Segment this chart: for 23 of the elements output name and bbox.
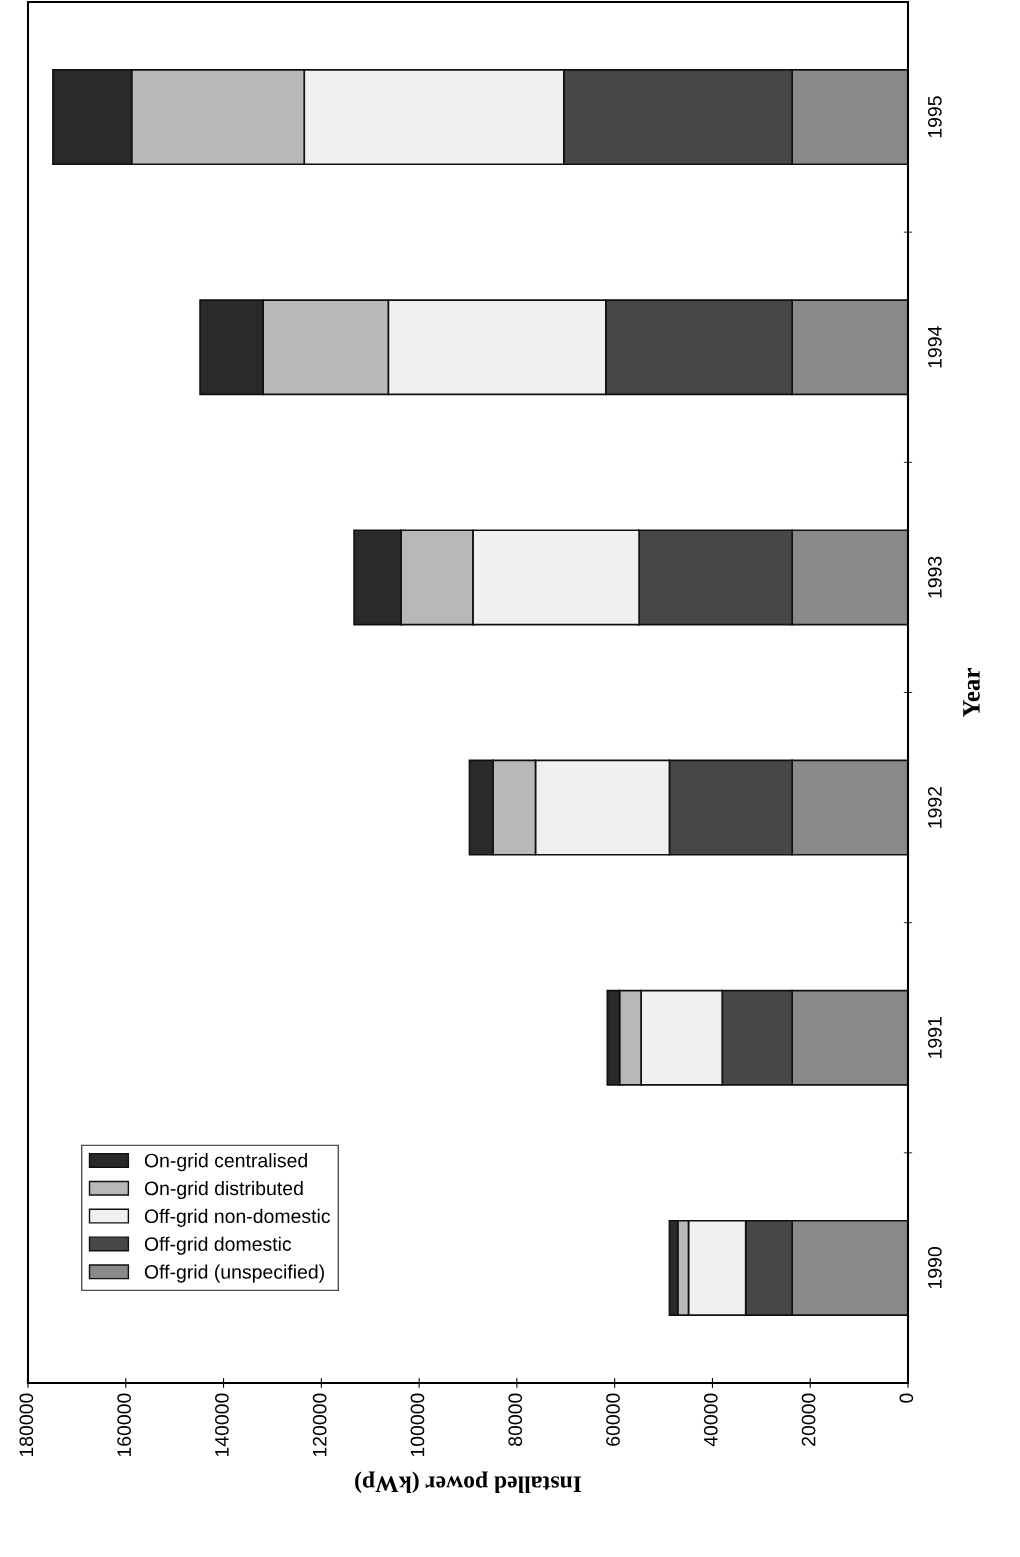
x-tick-label: 80000 bbox=[508, 1393, 523, 1446]
legend-label: On-grid centralised bbox=[144, 1153, 307, 1172]
x-tick-label: 0 bbox=[899, 1393, 914, 1403]
x-tick-label: 20000 bbox=[801, 1393, 816, 1446]
x-tick-label: 140000 bbox=[215, 1393, 229, 1457]
x-tick-label: 180000 bbox=[19, 1393, 34, 1457]
legend-label: Off-grid domestic bbox=[144, 1236, 292, 1255]
y-tick-label: 1990 bbox=[927, 1247, 942, 1289]
x-tick-label: 60000 bbox=[606, 1393, 620, 1446]
y-tick-label: 1992 bbox=[927, 786, 942, 828]
x-tick-label: 120000 bbox=[312, 1393, 327, 1457]
x-tick-label: 160000 bbox=[117, 1393, 131, 1457]
x-tick-label: 40000 bbox=[703, 1393, 718, 1447]
y-tick-label: 1991 bbox=[927, 1017, 942, 1058]
y-tick-label: 1995 bbox=[927, 96, 942, 138]
y-tick-label: 1994 bbox=[927, 326, 942, 368]
legend-label: Off-grid (unspecified) bbox=[144, 1264, 324, 1283]
x-tick-label: 100000 bbox=[410, 1393, 425, 1457]
legend-label: On-grid distributed bbox=[144, 1180, 303, 1200]
x-axis-title: Installed power (kWp) bbox=[355, 1471, 582, 1493]
legend-label: Off-grid non-domestic bbox=[144, 1208, 331, 1227]
y-axis-title: Year bbox=[963, 668, 980, 718]
y-tick-label: 1993 bbox=[927, 556, 942, 598]
